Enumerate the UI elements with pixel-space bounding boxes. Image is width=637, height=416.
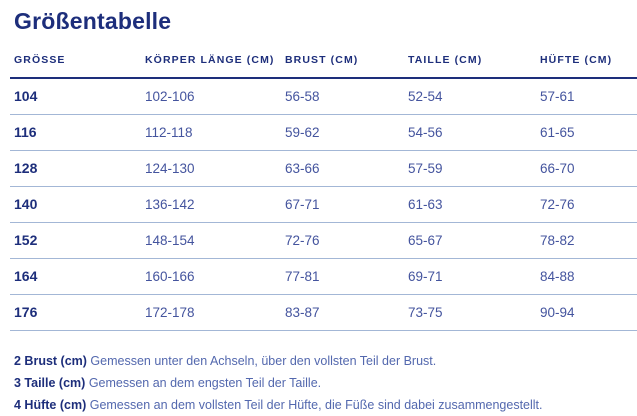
table-row: 128 124-130 63-66 57-59 66-70 bbox=[10, 150, 637, 187]
size-cell: 128 bbox=[10, 150, 141, 187]
huefte-cell: 72-76 bbox=[536, 186, 637, 223]
taille-cell: 69-71 bbox=[404, 258, 536, 295]
brust-cell: 56-58 bbox=[281, 78, 404, 115]
header-row: GRÖSSE KÖRPER LÄNGE (CM) BRUST (CM) TAIL… bbox=[10, 54, 637, 79]
brust-cell: 83-87 bbox=[281, 294, 404, 331]
page-title: Größentabelle bbox=[14, 8, 172, 34]
footnote-taille-text: Gemessen an dem engsten Teil der Taille. bbox=[88, 375, 322, 390]
huefte-cell: 66-70 bbox=[536, 150, 637, 187]
huefte-cell: 78-82 bbox=[536, 222, 637, 259]
column-header-huefte: HÜFTE (CM) bbox=[536, 54, 637, 79]
koerper-laenge-cell: 124-130 bbox=[141, 150, 281, 187]
footnote-brust-text: Gemessen unter den Achseln, über den vol… bbox=[90, 353, 437, 368]
column-header-taille: TAILLE (CM) bbox=[404, 54, 536, 79]
footnote-huefte-label: 4 Hüfte (cm) bbox=[14, 397, 87, 412]
brust-cell: 59-62 bbox=[281, 114, 404, 151]
size-table: GRÖSSE KÖRPER LÄNGE (CM) BRUST (CM) TAIL… bbox=[10, 54, 637, 331]
taille-cell: 57-59 bbox=[404, 150, 536, 187]
table-row: 116 112-118 59-62 54-56 61-65 bbox=[10, 114, 637, 151]
taille-cell: 73-75 bbox=[404, 294, 536, 331]
size-table-header: GRÖSSE KÖRPER LÄNGE (CM) BRUST (CM) TAIL… bbox=[10, 54, 637, 79]
size-table-body: 104 102-106 56-58 52-54 57-61 116 112-11… bbox=[10, 78, 637, 331]
huefte-cell: 84-88 bbox=[536, 258, 637, 295]
footnote-brust: 2 Brust (cm) Gemessen unter den Achseln,… bbox=[14, 350, 637, 372]
table-row: 176 172-178 83-87 73-75 90-94 bbox=[10, 294, 637, 331]
huefte-cell: 57-61 bbox=[536, 78, 637, 115]
koerper-laenge-cell: 112-118 bbox=[141, 114, 281, 151]
brust-cell: 77-81 bbox=[281, 258, 404, 295]
size-cell: 140 bbox=[10, 186, 141, 223]
table-row: 164 160-166 77-81 69-71 84-88 bbox=[10, 258, 637, 295]
size-cell: 116 bbox=[10, 114, 141, 151]
column-header-groesse: GRÖSSE bbox=[10, 54, 141, 79]
taille-cell: 54-56 bbox=[404, 114, 536, 151]
huefte-cell: 90-94 bbox=[536, 294, 637, 331]
table-row: 152 148-154 72-76 65-67 78-82 bbox=[10, 222, 637, 259]
column-header-brust: BRUST (CM) bbox=[281, 54, 404, 79]
footnote-huefte: 4 Hüfte (cm) Gemessen an dem vollsten Te… bbox=[14, 394, 637, 416]
brust-cell: 63-66 bbox=[281, 150, 404, 187]
footnote-huefte-text: Gemessen an dem vollsten Teil der Hüfte,… bbox=[89, 397, 543, 412]
brust-cell: 67-71 bbox=[281, 186, 404, 223]
koerper-laenge-cell: 148-154 bbox=[141, 222, 281, 259]
brust-cell: 72-76 bbox=[281, 222, 404, 259]
footnote-brust-label: 2 Brust (cm) bbox=[14, 353, 87, 368]
koerper-laenge-cell: 136-142 bbox=[141, 186, 281, 223]
column-header-koerper-laenge: KÖRPER LÄNGE (CM) bbox=[141, 54, 281, 79]
taille-cell: 61-63 bbox=[404, 186, 536, 223]
size-cell: 164 bbox=[10, 258, 141, 295]
size-cell: 176 bbox=[10, 294, 141, 331]
taille-cell: 52-54 bbox=[404, 78, 536, 115]
footnote-taille: 3 Taille (cm) Gemessen an dem engsten Te… bbox=[14, 372, 637, 394]
koerper-laenge-cell: 172-178 bbox=[141, 294, 281, 331]
huefte-cell: 61-65 bbox=[536, 114, 637, 151]
measurement-footnotes: 2 Brust (cm) Gemessen unter den Achseln,… bbox=[14, 350, 637, 416]
footnote-taille-label: 3 Taille (cm) bbox=[14, 375, 86, 390]
koerper-laenge-cell: 102-106 bbox=[141, 78, 281, 115]
koerper-laenge-cell: 160-166 bbox=[141, 258, 281, 295]
taille-cell: 65-67 bbox=[404, 222, 536, 259]
size-cell: 104 bbox=[10, 78, 141, 115]
table-row: 140 136-142 67-71 61-63 72-76 bbox=[10, 186, 637, 223]
table-row: 104 102-106 56-58 52-54 57-61 bbox=[10, 78, 637, 115]
size-cell: 152 bbox=[10, 222, 141, 259]
